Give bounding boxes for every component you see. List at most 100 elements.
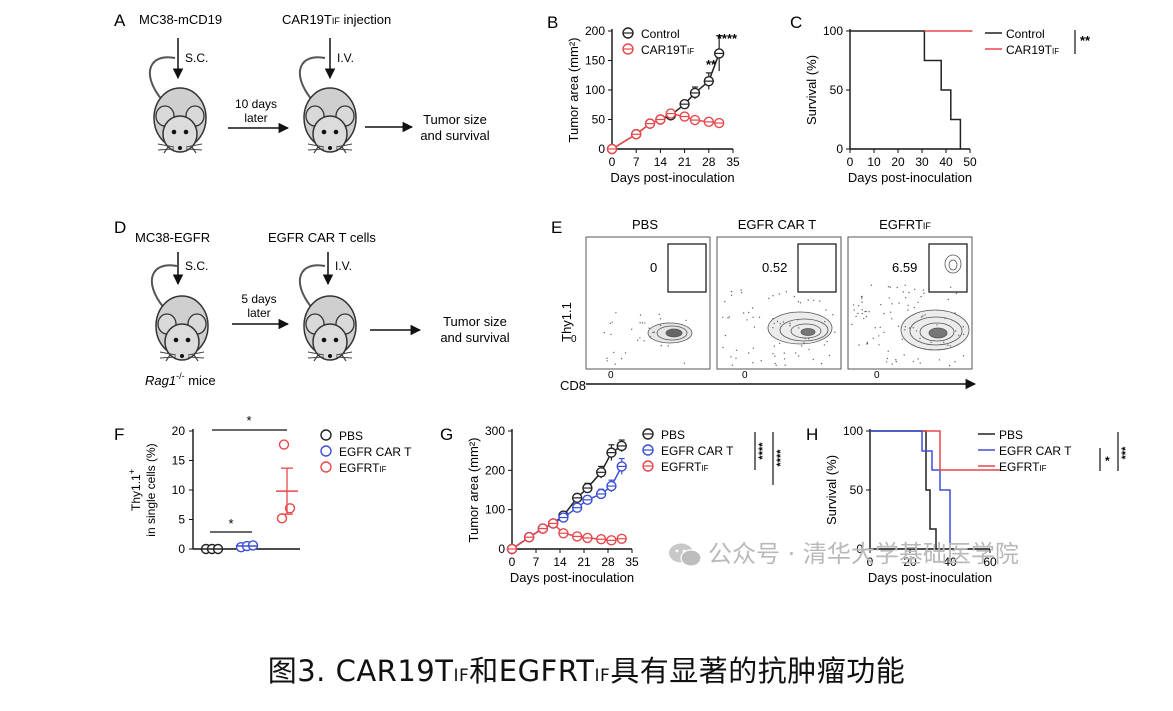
flow-event-dot xyxy=(795,352,797,354)
flow-event-dot xyxy=(614,363,616,365)
flow-event-dot xyxy=(936,324,938,326)
flow-event-dot xyxy=(797,355,800,357)
flow-event-dot xyxy=(944,317,946,320)
flow-event-dot xyxy=(863,317,865,320)
flow-x-zero: 0 xyxy=(608,370,614,381)
flow-event-dot xyxy=(864,310,866,313)
flow-event-dot xyxy=(652,331,654,334)
f-y-axis-label: Thy1.1+ xyxy=(127,469,143,511)
flow-event-dot xyxy=(615,312,617,314)
flow-event-dot xyxy=(920,295,922,298)
flow-event-dot xyxy=(874,327,876,329)
flow-event-dot xyxy=(649,336,652,338)
flow-event-dot xyxy=(938,359,941,361)
flow-event-dot xyxy=(907,304,909,306)
g-sig-label: **** xyxy=(757,442,769,460)
flow-event-dot xyxy=(783,358,786,360)
flow-event-dot xyxy=(603,332,605,334)
flow-event-dot xyxy=(758,316,761,318)
panel-d-cell-line: MC38-EGFR xyxy=(135,230,210,245)
flow-event-dot xyxy=(902,291,904,293)
flow-event-dot xyxy=(947,298,949,301)
x-axis-label: Days post-inoculation xyxy=(848,170,972,185)
flow-event-dot xyxy=(613,351,615,354)
b-series-line-0 xyxy=(611,53,720,150)
flow-event-dot xyxy=(943,341,945,343)
flow-event-dot xyxy=(772,327,774,329)
g-legend-label: PBS xyxy=(661,428,685,442)
y-axis-label: Survival (%) xyxy=(824,455,839,525)
y-tick-label: 50 xyxy=(592,113,606,127)
panel-a-injection: CAR19TIF injection xyxy=(282,12,391,27)
flow-event-dot xyxy=(861,297,863,299)
y-tick-label: 0 xyxy=(598,142,605,156)
panel-d-wait1: 5 days xyxy=(241,292,276,306)
flow-event-dot xyxy=(898,302,900,304)
flow-event-dot xyxy=(889,286,891,288)
flow-event-dot xyxy=(834,331,836,333)
panel-a-outcome1: Tumor size xyxy=(423,112,487,127)
y-tick-label: 200 xyxy=(585,24,605,38)
b-sig-label: ** xyxy=(706,57,717,72)
flow-event-dot xyxy=(789,322,791,325)
y-tick-label: 0 xyxy=(836,142,843,156)
flow-event-dot xyxy=(797,319,799,321)
y-tick-label: 100 xyxy=(585,83,605,97)
flow-event-dot xyxy=(857,312,859,315)
panel-a: A MC38-mCD19 CAR19TIF injection S.C. I.V… xyxy=(114,11,490,154)
x-tick-label: 0 xyxy=(609,155,616,169)
x-tick-label: 0 xyxy=(847,155,854,169)
panel-e-letter: E xyxy=(551,218,562,237)
flow-event-dot xyxy=(812,358,814,361)
flow-event-dot xyxy=(724,301,726,303)
flow-event-dot xyxy=(775,364,777,366)
c-legend-label: Control xyxy=(1006,27,1045,41)
flow-event-dot xyxy=(808,348,810,351)
flow-event-dot xyxy=(773,322,775,325)
flow-event-dot xyxy=(824,320,826,323)
flow-event-dot xyxy=(823,344,826,346)
y-tick-label: 150 xyxy=(585,54,605,68)
f-legend-label: EGFR CAR T xyxy=(339,445,412,459)
x-tick-label: 21 xyxy=(577,555,591,569)
flow-event-dot xyxy=(722,316,724,318)
f-data-point xyxy=(284,503,296,514)
x-tick-label: 0 xyxy=(867,555,874,569)
x-tick-label: 20 xyxy=(903,555,917,569)
flow-y-zero: 0 xyxy=(571,334,577,345)
flow-event-dot xyxy=(917,358,919,360)
panel-d-route1: S.C. xyxy=(185,259,208,273)
flow-event-dot xyxy=(903,354,905,356)
flow-event-dot xyxy=(887,350,889,352)
flow-event-dot xyxy=(730,356,732,358)
mouse-icon xyxy=(298,56,357,154)
flow-event-dot xyxy=(897,325,900,327)
h-legend-label: PBS xyxy=(999,428,1023,442)
flow-event-dot xyxy=(799,302,802,304)
flow-event-dot xyxy=(753,326,756,328)
flow-x-zero: 0 xyxy=(874,370,880,381)
flow-event-dot xyxy=(804,337,806,340)
flow-event-dot xyxy=(800,345,803,347)
flow-event-dot xyxy=(917,301,919,304)
flow-event-dot xyxy=(891,303,893,305)
panel-h-letter: H xyxy=(806,425,818,444)
flow-event-dot xyxy=(727,317,729,319)
x-tick-label: 28 xyxy=(702,155,716,169)
flow-event-dot xyxy=(752,347,755,349)
y-tick-label: 100 xyxy=(485,503,505,517)
f-data-point xyxy=(278,439,290,450)
gate-value-egfr-car-t: 0.52 xyxy=(762,260,787,275)
b-legend-label: Control xyxy=(641,27,680,41)
flow-event-dot xyxy=(752,316,754,318)
flow-event-dot xyxy=(740,292,743,294)
flow-event-dot xyxy=(748,352,750,354)
flow-event-dot xyxy=(880,304,882,306)
flow-event-dot xyxy=(901,338,903,340)
flow-event-dot xyxy=(819,300,821,302)
panel-e: E PBS EGFR CAR T EGFRTIF Thy1.1 CD8 0 0.… xyxy=(551,217,977,393)
flow-event-dot xyxy=(784,364,786,366)
flow-event-dot xyxy=(947,344,949,346)
x-tick-label: 0 xyxy=(509,555,516,569)
